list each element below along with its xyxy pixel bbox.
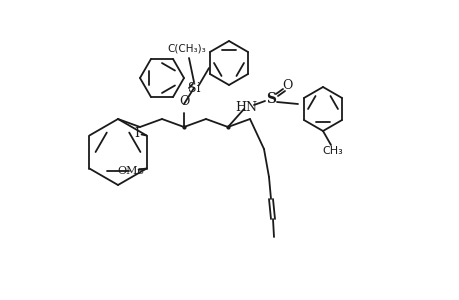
Text: O: O xyxy=(179,95,189,108)
Text: CH₃: CH₃ xyxy=(322,146,342,156)
Text: O: O xyxy=(281,79,291,92)
Text: S: S xyxy=(265,92,275,106)
Text: HN: HN xyxy=(235,100,257,113)
Text: C(CH₃)₃: C(CH₃)₃ xyxy=(167,43,206,53)
Text: OMe: OMe xyxy=(117,166,144,176)
Text: Si: Si xyxy=(187,82,200,94)
Text: I: I xyxy=(134,127,139,140)
